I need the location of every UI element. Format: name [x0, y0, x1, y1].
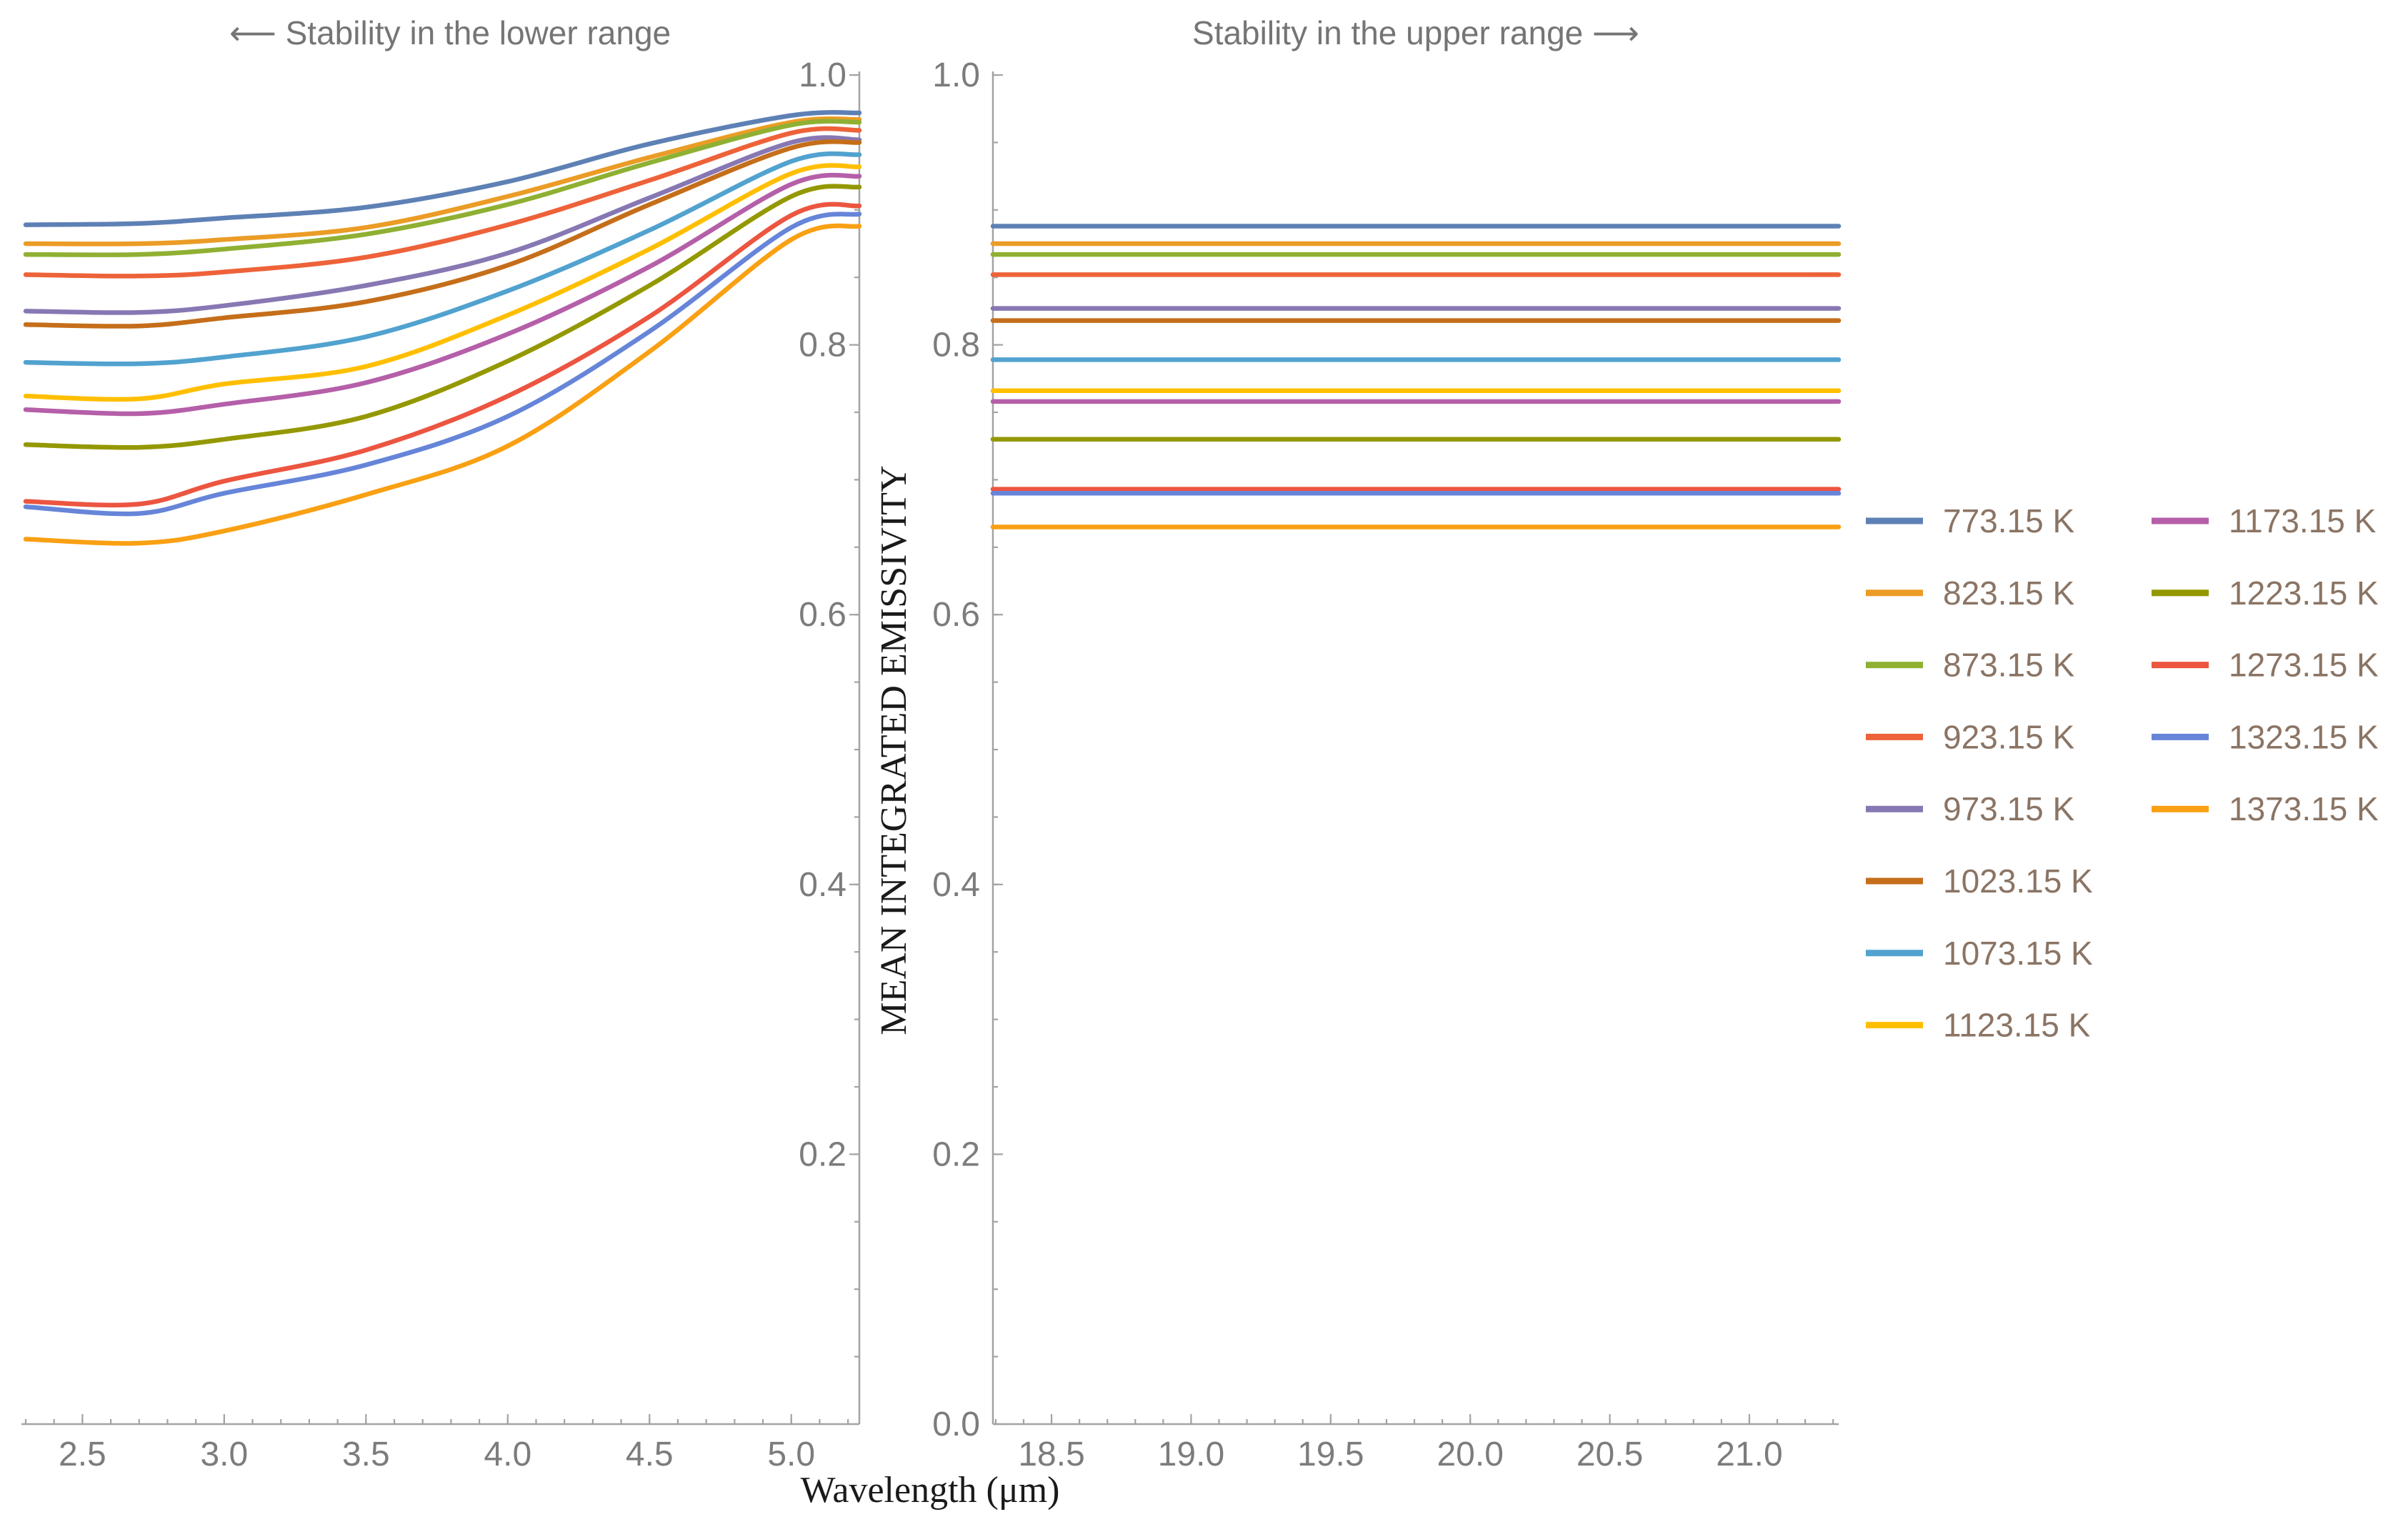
series-line-773.15-K [23, 110, 862, 227]
right-panel-plot: 18.5 19.0 19.5 20.0 20.5 21.0 1.0 0.8 0.6 0.4 0.2 0… [932, 56, 1842, 1473]
legend-item: 1073.15 K [1866, 935, 2093, 972]
x-tick-label: 4.5 [626, 1436, 674, 1473]
legend-item: 1173.15 K [2152, 502, 2377, 539]
y-tick-label: 1.0 [799, 56, 846, 94]
legend-label: 873.15 K [1943, 647, 2074, 684]
legend-label: 1073.15 K [1943, 935, 2093, 972]
left-panel-plot: 2.5 3.0 3.5 4.0 4.5 5.0 1.0 0.8 0.6 0.4 0.2 [21, 56, 862, 1473]
x-tick-label: 18.5 [1018, 1436, 1084, 1473]
legend-label: 1273.15 K [2229, 647, 2379, 684]
left-panel-title: ⟵ Stability in the lower range [229, 14, 671, 51]
series-line-1273.15-K [23, 202, 862, 508]
legend-item: 1223.15 K [2152, 574, 2379, 612]
x-tick-label: 19.5 [1297, 1436, 1364, 1473]
legend-label: 823.15 K [1943, 574, 2074, 612]
legend-label: 1223.15 K [2229, 574, 2379, 612]
legend-item: 973.15 K [1866, 790, 2074, 827]
legend-item: 1023.15 K [1866, 862, 2093, 900]
y-tick-label: 0.4 [932, 866, 980, 904]
y-axis-label: MEAN INTEGRATED EMISSIVITY [874, 465, 914, 1035]
x-tick-label: 5.0 [767, 1436, 815, 1473]
y-tick-label: 0.8 [932, 327, 980, 364]
y-tick-label: 0.0 [932, 1406, 980, 1443]
legend-item: 1123.15 K [1866, 1007, 2091, 1044]
series-line-973.15-K [23, 135, 862, 315]
legend-label: 773.15 K [1943, 502, 2074, 539]
series-line-1123.15-K [23, 163, 862, 402]
y-tick-label: 0.2 [932, 1135, 980, 1173]
legend: 773.15 K 823.15 K 873.15 K 923.15 K 973.15 K… [1866, 502, 2379, 1044]
series-line-1073.15-K [23, 151, 862, 367]
legend-label: 1123.15 K [1943, 1007, 2091, 1044]
y-tick-label: 0.4 [799, 866, 846, 904]
legend-item: 1273.15 K [2152, 647, 2379, 684]
series-line-1323.15-K [23, 212, 862, 517]
x-tick-label: 20.0 [1437, 1436, 1503, 1473]
x-tick-label: 3.5 [342, 1436, 390, 1473]
legend-item: 873.15 K [1866, 647, 2074, 684]
y-tick-label: 1.0 [932, 56, 980, 94]
legend-label: 923.15 K [1943, 718, 2074, 755]
y-tick-label: 0.2 [799, 1135, 846, 1173]
y-tick-label: 0.6 [799, 596, 846, 634]
legend-label: 1023.15 K [1943, 862, 2093, 900]
x-tick-label: 19.0 [1158, 1436, 1224, 1473]
series-line-1173.15-K [23, 172, 862, 417]
legend-item: 923.15 K [1866, 718, 2074, 755]
legend-item: 1323.15 K [2152, 718, 2379, 755]
x-tick-label: 2.5 [59, 1436, 106, 1473]
legend-label: 973.15 K [1943, 790, 2074, 827]
legend-label: 1173.15 K [2229, 502, 2377, 539]
x-tick-label: 3.0 [200, 1436, 248, 1473]
series-line-873.15-K [23, 119, 862, 257]
series-line-823.15-K [23, 116, 862, 247]
right-panel-title: Stability in the upper range ⟶ [1192, 14, 1639, 51]
x-tick-label: 4.0 [484, 1436, 531, 1473]
series-line-923.15-K [23, 126, 862, 279]
series-line-1373.15-K [23, 223, 862, 546]
series-line-1223.15-K [23, 184, 862, 450]
x-axis-label: Wavelength (μm) [800, 1470, 1059, 1511]
legend-label: 1323.15 K [2229, 718, 2379, 755]
series-line-1023.15-K [23, 139, 862, 329]
legend-label: 1373.15 K [2229, 790, 2379, 827]
legend-item: 823.15 K [1866, 574, 2074, 612]
x-tick-label: 20.5 [1577, 1436, 1643, 1473]
legend-item: 773.15 K [1866, 502, 2074, 539]
x-tick-label: 21.0 [1716, 1436, 1782, 1473]
y-tick-label: 0.8 [799, 327, 846, 364]
y-tick-label: 0.6 [932, 596, 980, 634]
legend-item: 1373.15 K [2152, 790, 2379, 827]
